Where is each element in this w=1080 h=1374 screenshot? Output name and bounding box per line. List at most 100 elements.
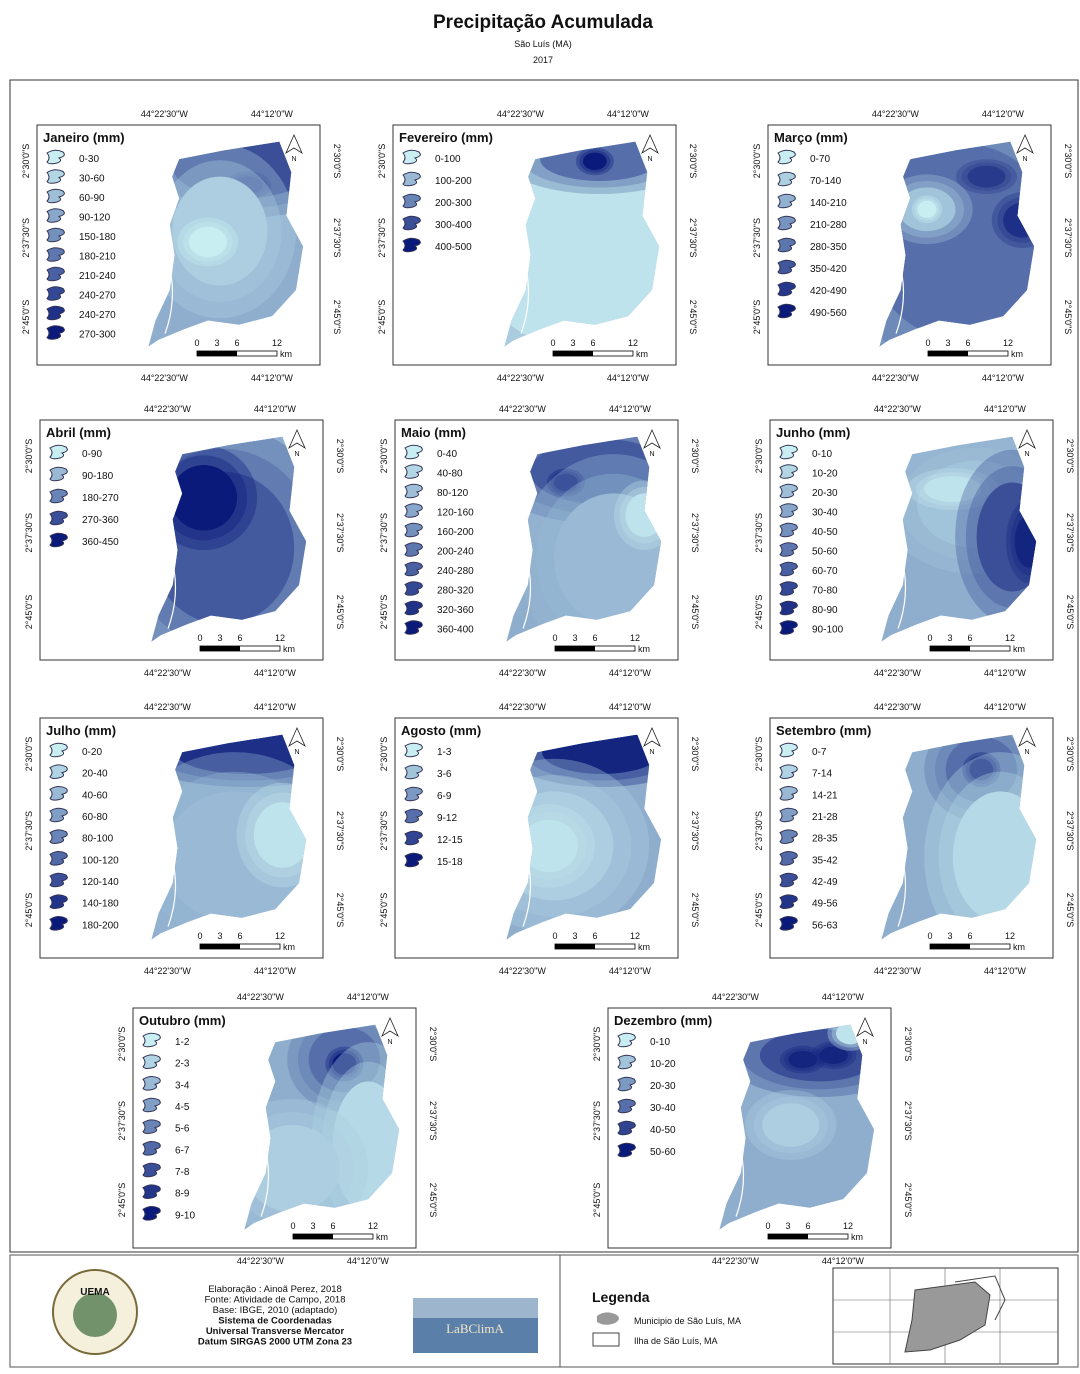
river	[522, 861, 532, 927]
scale-label: 6	[592, 931, 597, 941]
lat-label: 2°45'0"S	[335, 595, 345, 630]
legend-swatch	[404, 561, 423, 577]
scale-bar-black	[553, 351, 593, 356]
north-arrow	[288, 727, 306, 748]
legend-swatch	[779, 444, 798, 460]
legend-swatch	[779, 503, 798, 518]
scale-unit: km	[376, 1232, 388, 1242]
scale-label: 6	[590, 338, 595, 348]
legend-label: 28-35	[812, 834, 838, 845]
isohyet-band	[170, 465, 238, 531]
legend-swatch	[46, 247, 65, 262]
legend-swatch	[402, 171, 421, 187]
lat-label: 2°30'0"S	[754, 737, 764, 772]
lon-label: 44°12'0"W	[254, 404, 297, 414]
map-panel: Fevereiro (mm) 0-100 100-200 200-300 300-400…	[377, 109, 698, 383]
map-title: Janeiro (mm)	[43, 130, 125, 145]
scale-label: 6	[237, 633, 242, 643]
legend-label: 60-70	[812, 566, 838, 577]
scale-label: 12	[1003, 338, 1013, 348]
scale-label: 12	[272, 338, 282, 348]
north-arrow	[1016, 134, 1034, 155]
river	[260, 1151, 270, 1217]
north-label: N	[294, 749, 299, 756]
north-label: N	[862, 1039, 867, 1046]
river	[164, 268, 174, 334]
legend-label: 4-5	[175, 1102, 190, 1113]
legend-label: 240-270	[79, 310, 116, 321]
legend-label: 30-40	[650, 1103, 676, 1114]
scale-label: 12	[630, 633, 640, 643]
scale-label: 12	[368, 1221, 378, 1231]
north-arrow	[641, 134, 659, 155]
legend-swatch	[404, 764, 423, 780]
isohyets	[151, 734, 307, 940]
legend-label: 70-140	[810, 176, 842, 187]
lat-label: 2°45'0"S	[1065, 595, 1075, 630]
legend-swatch	[777, 259, 796, 275]
lon-label: 44°22'30"W	[237, 1256, 285, 1266]
scale-label: 0	[927, 633, 932, 643]
legend-swatch	[404, 600, 423, 616]
north-arrow	[643, 429, 661, 450]
map-title: Abril (mm)	[46, 425, 111, 440]
lon-label: 44°22'30"W	[872, 373, 920, 383]
legend-label: 40-50	[812, 527, 838, 538]
lat-label: 2°30'0"S	[335, 737, 345, 772]
legend-label: 360-400	[437, 625, 474, 636]
scale-label: 6	[965, 338, 970, 348]
logo-labclima-text: LaBClimA	[446, 1321, 504, 1336]
legend-label: 120-140	[82, 877, 119, 888]
isohyet-band	[924, 475, 982, 503]
lat-label: 2°30'0"S	[592, 1027, 602, 1062]
legend-label: 35-42	[812, 855, 838, 866]
subtitle: São Luís (MA)	[514, 39, 572, 49]
lat-label: 2°30'0"S	[377, 144, 387, 179]
legend-swatch	[142, 1162, 161, 1178]
scale-label: 12	[1005, 633, 1015, 643]
legend-label: 8-9	[175, 1189, 190, 1200]
isohyet-band	[917, 200, 937, 219]
legend-label: 40-50	[650, 1125, 676, 1136]
isohyet-band	[788, 1050, 817, 1069]
lat-label: 2°37'30"S	[752, 218, 762, 258]
legend-label: 40-80	[437, 469, 463, 480]
map-panel: Setembro (mm) 0-7 7-14 14-21 21-28 28-35 35-42…	[754, 702, 1075, 976]
scale-label: 3	[785, 1221, 790, 1231]
lon-label: 44°22'30"W	[499, 966, 547, 976]
lat-label: 2°45'0"S	[428, 1183, 438, 1218]
scale-label: 3	[947, 633, 952, 643]
scale-unit: km	[283, 644, 295, 654]
lon-label: 44°12'0"W	[822, 1256, 865, 1266]
scale-label: 6	[967, 931, 972, 941]
lat-label: 2°37'30"S	[690, 513, 700, 553]
north-arrow	[288, 429, 306, 450]
lon-label: 44°22'30"W	[499, 702, 547, 712]
credit-line: Fonte: Atividade de Campo, 2018	[204, 1295, 345, 1306]
legend-swatch	[142, 1184, 161, 1199]
map-title: Março (mm)	[774, 130, 848, 145]
isohyet-band	[967, 165, 1006, 188]
isohyet-band	[582, 152, 607, 171]
north-arrow	[1018, 429, 1036, 450]
legend-label: 15-18	[437, 857, 463, 868]
legend-label: 7-8	[175, 1167, 190, 1178]
legend-swatch	[777, 149, 796, 165]
lon-label: 44°12'0"W	[347, 992, 390, 1002]
legend-swatch	[779, 483, 798, 499]
legend-label: 100-200	[435, 176, 472, 187]
lat-label: 2°30'0"S	[24, 737, 34, 772]
lat-label: 2°37'30"S	[754, 513, 764, 553]
scale-unit: km	[638, 942, 650, 952]
scale-bar-black	[930, 646, 970, 651]
lat-label: 2°45'0"S	[690, 893, 700, 928]
map-panel: Janeiro (mm) 0-30 30-60 60-90 90-120 150-180 1…	[21, 109, 342, 383]
legend-swatch	[779, 561, 798, 577]
scale-label: 0	[552, 931, 557, 941]
legend-swatch	[46, 305, 65, 321]
legend-swatch	[46, 188, 65, 204]
lon-label: 44°22'30"W	[144, 966, 192, 976]
lon-label: 44°22'30"W	[499, 404, 547, 414]
lon-label: 44°12'0"W	[254, 966, 297, 976]
